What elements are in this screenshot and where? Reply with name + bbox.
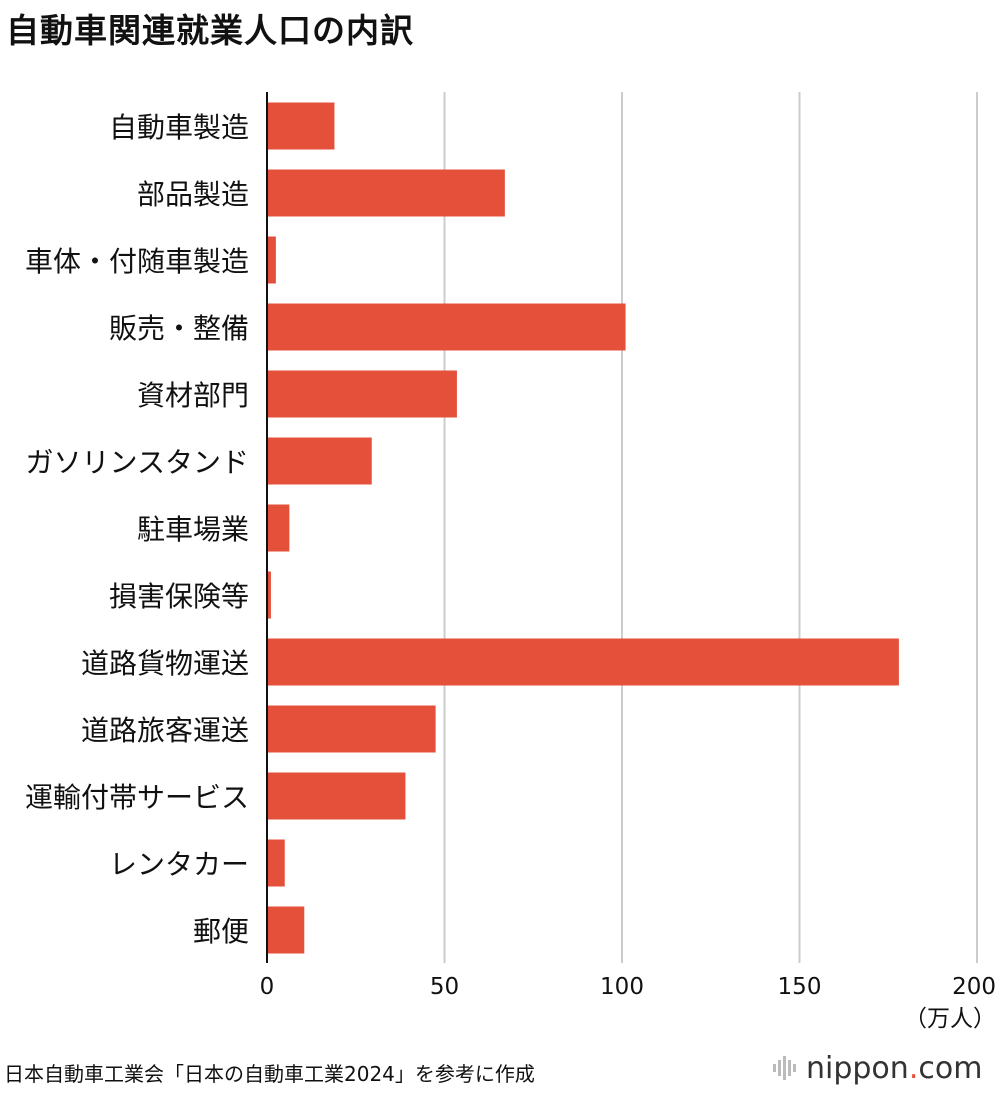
category-label: 運輸付帯サービス — [25, 781, 249, 814]
bar — [267, 169, 505, 217]
category-label: 部品製造 — [137, 178, 249, 211]
category-label: 販売・整備 — [109, 312, 249, 345]
bar — [267, 906, 305, 954]
x-tick-label: 200 — [952, 974, 996, 1000]
bar — [267, 571, 271, 619]
x-tick-label: 50 — [430, 974, 459, 1000]
bar — [267, 102, 335, 150]
x-tick-label: 150 — [778, 974, 822, 1000]
brand-dot: . — [908, 1050, 919, 1086]
category-label: ガソリンスタンド — [26, 446, 249, 479]
category-label: 車体・付随車製造 — [25, 245, 249, 278]
category-label: 自動車製造 — [109, 111, 249, 144]
bar — [267, 504, 290, 552]
nippon-logo-icon — [773, 1056, 796, 1080]
nippon-logo: nippon. com — [772, 1050, 982, 1086]
x-tick-label: 0 — [260, 974, 275, 1000]
chart-title: 自動車関連就業人口の内訳 — [6, 11, 414, 50]
category-label: 郵便 — [193, 915, 249, 948]
bar — [267, 839, 285, 887]
bar-chart: 自動車製造部品製造車体・付随車製造販売・整備資材部門ガソリンスタンド駐車場業損害… — [25, 92, 996, 1032]
category-label: 損害保険等 — [109, 580, 249, 613]
brand-prefix: nippon — [806, 1050, 909, 1086]
category-label: 駐車場業 — [137, 513, 249, 546]
bar — [267, 437, 372, 485]
x-tick-label: 100 — [600, 974, 644, 1000]
source-note: 日本自動車工業会「日本の自動車工業2024」を参考に作成 — [4, 1062, 535, 1086]
category-label: 道路貨物運送 — [81, 647, 249, 680]
bar — [267, 303, 626, 351]
bar — [267, 370, 457, 418]
category-label: レンタカー — [109, 848, 249, 881]
x-unit-label: （万人） — [904, 1006, 996, 1032]
category-label: 資材部門 — [137, 379, 249, 412]
bar — [267, 638, 899, 686]
bar — [267, 772, 406, 820]
bar — [267, 705, 436, 753]
category-label: 道路旅客運送 — [81, 714, 249, 747]
brand-suffix: com — [918, 1050, 983, 1086]
bar — [267, 236, 276, 284]
